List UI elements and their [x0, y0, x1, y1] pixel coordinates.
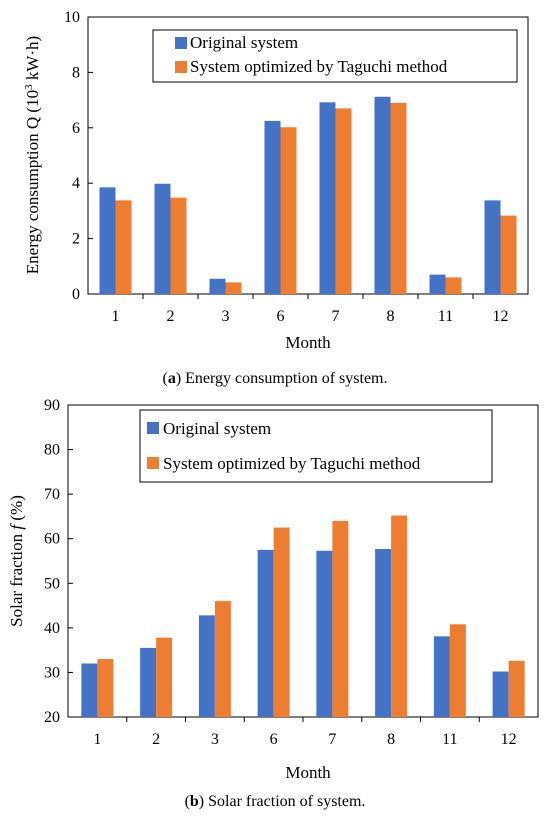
chart-a-bar-original-1	[99, 187, 116, 294]
chart-a-legend-swatch-original	[175, 37, 187, 49]
chart-a-bar-optimized-11	[445, 277, 462, 294]
chart-b-x-tick-label: 11	[442, 731, 457, 748]
chart-a-bar-original-6	[264, 120, 281, 294]
chart-a-legend-swatch-optimized	[175, 61, 187, 73]
chart-a-bar-optimized-3	[225, 282, 242, 294]
chart-a-legend: Original system System optimized by Tagu…	[152, 29, 518, 83]
chart-b-x-tick-label: 1	[93, 731, 101, 748]
chart-b-legend: Original system System optimized by Tagu…	[139, 409, 493, 483]
chart-a-bar-original-11	[429, 274, 446, 294]
chart-b-x-tick-label: 2	[152, 731, 160, 748]
chart-a-x-tick-label: 8	[387, 308, 395, 325]
chart-b-bar-original-8	[375, 548, 392, 717]
chart-b-y-tick-label: 60	[44, 531, 60, 548]
chart-a-y-axis-title: Energy consumption Q (103 kW·h)	[23, 36, 42, 274]
chart-b-bar-optimized-8	[391, 515, 408, 717]
chart-b-x-tick-label: 3	[211, 731, 219, 748]
chart-b-bar-original-6	[257, 549, 274, 717]
chart-b-bar-original-12	[492, 671, 509, 717]
chart-a-x-tick-label: 7	[332, 308, 340, 325]
chart-a-x-axis-title: Month	[285, 333, 331, 352]
chart-b-legend-label-original: Original system	[163, 419, 271, 438]
chart-b-x-axis-title: Month	[285, 763, 331, 782]
chart-a-y-tick-label: 0	[72, 286, 80, 303]
chart-b-y-tick-label: 20	[44, 709, 60, 726]
chart-b-legend-swatch-original	[147, 422, 159, 434]
chart-a-bar-original-7	[319, 102, 336, 294]
chart-b-bar-original-11	[433, 636, 450, 717]
chart-a-legend-label-optimized: System optimized by Taguchi method	[190, 57, 448, 76]
chart-b-bar-original-1	[81, 663, 98, 717]
chart-b-bar-optimized-6	[273, 527, 290, 717]
chart-a-x-tick-label: 11	[438, 308, 453, 325]
chart-b-y-tick-label: 40	[44, 620, 60, 637]
chart-b-bar-original-7	[316, 550, 333, 717]
chart-a-bar-original-8	[374, 96, 391, 294]
chart-b-y-tick-label: 70	[44, 486, 60, 503]
chart-b-bar-optimized-3	[214, 601, 231, 717]
chart-a-legend-label-original: Original system	[190, 33, 298, 52]
chart-a-x-tick-label: 1	[112, 308, 120, 325]
chart-a-y-tick-label: 8	[72, 64, 80, 81]
chart-a-bar-optimized-1	[115, 200, 132, 294]
chart-b-x-tick-label: 12	[501, 731, 517, 748]
chart-a-bar-original-2	[154, 183, 171, 294]
chart-b-x-tick-label: 7	[328, 731, 336, 748]
chart-b-legend-label-optimized: System optimized by Taguchi method	[163, 454, 421, 473]
chart-b-bar-optimized-12	[508, 660, 525, 717]
chart-a-caption: (a) Energy consumption of system.	[162, 370, 387, 387]
chart-b-bar-optimized-11	[449, 624, 466, 717]
chart-b-y-tick-label: 50	[44, 575, 60, 592]
chart-a-y-tick-label: 4	[72, 175, 80, 192]
chart-b-caption: (b) Solar fraction of system.	[185, 793, 366, 810]
chart-b-y-tick-label: 30	[44, 664, 60, 681]
chart-b-bar-original-2	[140, 647, 157, 717]
chart-b-y-tick-label: 90	[44, 397, 60, 414]
chart-b-bar-optimized-1	[97, 659, 114, 717]
chart-a-bar-optimized-8	[390, 102, 407, 295]
chart-b-y-tick-label: 80	[44, 442, 60, 459]
chart-a-bar-original-12	[484, 200, 501, 294]
chart-a-bar-optimized-12	[500, 215, 517, 294]
chart-b-legend-swatch-optimized	[147, 457, 159, 469]
chart-a-x-tick-label: 3	[222, 308, 230, 325]
chart-b-x-tick-label: 8	[387, 731, 395, 748]
chart-b-bar-optimized-7	[332, 520, 349, 717]
chart-a-y-tick-label: 10	[64, 9, 80, 26]
chart-b-bar-optimized-2	[156, 637, 173, 717]
chart-b-bar-original-3	[198, 615, 215, 717]
chart-a-y-tick-label: 2	[72, 231, 80, 248]
chart-a-x-tick-label: 12	[493, 308, 509, 325]
chart-a-bar-original-3	[209, 278, 226, 294]
chart-a-y-tick-label: 6	[72, 120, 80, 137]
chart-b-y-axis-title: Solar fraction f (%)	[7, 495, 26, 627]
chart-a-bar-optimized-7	[335, 108, 352, 294]
chart-a-bar-optimized-6	[280, 127, 297, 294]
chart-b-x-tick-label: 6	[270, 731, 278, 748]
chart-a-x-tick-label: 2	[167, 308, 175, 325]
chart-a-x-tick-label: 6	[277, 308, 285, 325]
chart-a-bar-optimized-2	[170, 197, 187, 294]
